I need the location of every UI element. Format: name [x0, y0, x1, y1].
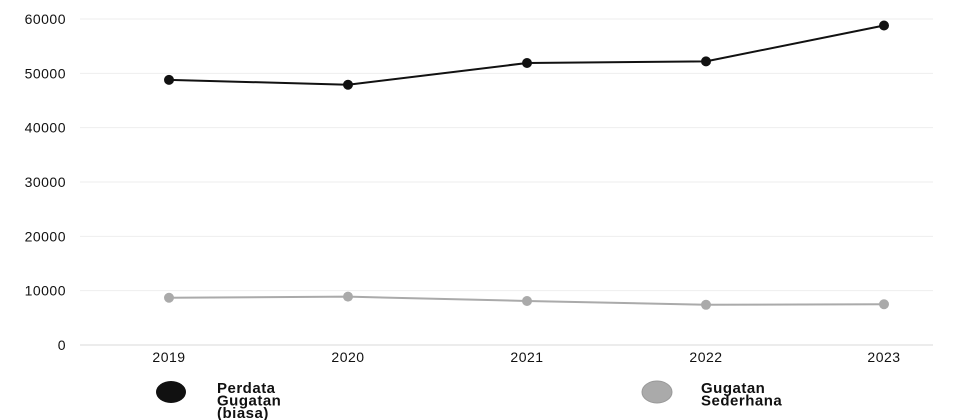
data-point[interactable] [701, 56, 711, 67]
y-tick-label: 10000 [25, 283, 66, 299]
legend-label: (biasa) [217, 405, 269, 420]
x-tick-label: 2021 [510, 349, 543, 365]
data-point[interactable] [343, 291, 353, 302]
data-point[interactable] [343, 79, 353, 90]
y-tick-label: 50000 [25, 65, 66, 81]
series-0 [164, 20, 889, 90]
data-point[interactable] [879, 20, 889, 31]
data-point[interactable] [164, 292, 174, 303]
x-tick-label: 2020 [331, 349, 364, 365]
y-tick-label: 60000 [25, 11, 66, 27]
legend-label: Gugatan [217, 393, 281, 410]
y-tick-label: 0 [58, 337, 66, 353]
x-tick-label: 2019 [152, 349, 185, 365]
x-tick-label: 2023 [867, 349, 900, 365]
data-point[interactable] [164, 74, 174, 85]
legend-marker [641, 380, 673, 404]
series-lines [164, 20, 889, 310]
x-axis: 2019 2020 2021 2022 2023 [80, 344, 933, 365]
data-point[interactable] [879, 299, 889, 310]
legend-label: Perdata [217, 380, 276, 397]
legend-marker [156, 381, 186, 403]
gridlines [80, 18, 933, 292]
y-axis: 0 10000 20000 30000 40000 50000 60000 [25, 11, 66, 353]
series-line [168, 24, 885, 86]
x-tick-label: 2022 [689, 349, 722, 365]
data-point[interactable] [522, 58, 532, 69]
legend-label: Gugatan [701, 380, 765, 397]
series-1 [164, 291, 889, 310]
data-point[interactable] [701, 299, 711, 310]
y-tick-label: 30000 [25, 174, 66, 190]
y-tick-label: 40000 [25, 120, 66, 136]
data-point[interactable] [522, 295, 532, 306]
legend-label: Sederhana [701, 393, 782, 410]
y-tick-label: 20000 [25, 228, 66, 244]
